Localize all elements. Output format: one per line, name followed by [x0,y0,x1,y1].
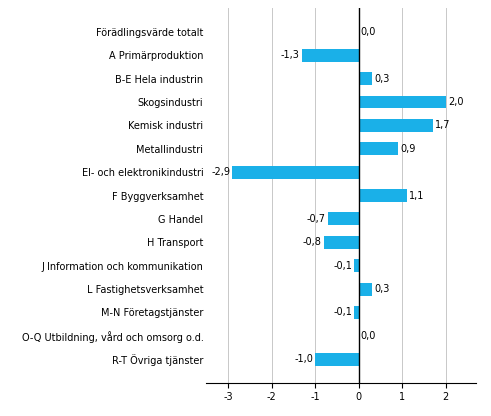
Text: 0,3: 0,3 [374,284,389,294]
Bar [358,142,398,155]
Bar [355,306,358,319]
Text: 0,3: 0,3 [374,74,389,84]
Bar [358,96,446,109]
Bar [324,236,358,249]
Text: -0,1: -0,1 [333,307,352,317]
Text: -1,0: -1,0 [294,354,313,364]
Bar [302,49,358,62]
Bar [328,213,358,225]
Bar [355,259,358,272]
Bar [315,353,358,366]
Bar [358,119,433,132]
Bar [358,189,407,202]
Text: 0,9: 0,9 [400,144,415,154]
Bar [358,72,372,85]
Text: 0,0: 0,0 [361,27,376,37]
Bar [232,166,358,178]
Text: 1,1: 1,1 [409,191,424,201]
Text: -0,7: -0,7 [307,214,326,224]
Text: 2,0: 2,0 [448,97,464,107]
Text: 1,7: 1,7 [435,120,450,130]
Text: -0,8: -0,8 [303,237,322,247]
Text: -0,1: -0,1 [333,261,352,271]
Text: -2,9: -2,9 [211,167,230,177]
Text: 0,0: 0,0 [361,331,376,341]
Text: -1,3: -1,3 [281,50,300,60]
Bar [358,282,372,295]
